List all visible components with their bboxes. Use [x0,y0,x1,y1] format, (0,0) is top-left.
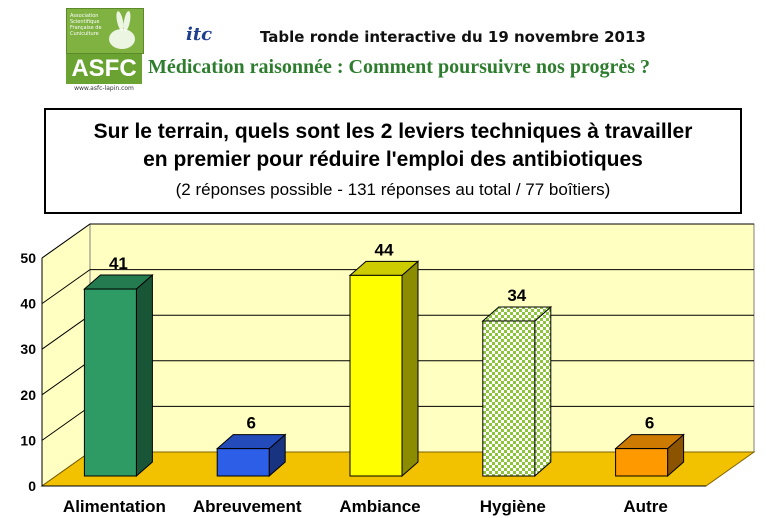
y-tick-label: 10 [20,432,36,448]
chart-title-box: Sur le terrain, quels sont les 2 leviers… [44,108,742,214]
bar-front [482,320,536,477]
rabbit-icon [109,11,135,49]
gridline-side [41,223,91,259]
gridline-side [41,269,91,305]
bar-front [216,448,270,477]
bar-side [534,305,552,478]
rabbit-logo-panel: Association Scientifique Française de Cu… [66,8,144,54]
y-tick-label: 50 [20,250,36,266]
bar-alimentation [83,273,154,478]
gridline-side [41,405,91,441]
bar-side [135,273,153,478]
bar-value-label: 41 [109,254,128,273]
y-tick-label: 20 [20,387,36,403]
bar-front [349,274,403,477]
y-tick-label: 40 [20,296,36,312]
bar-value-label: 6 [645,414,654,433]
bar-ambiance [348,260,420,478]
bar-autre [614,433,685,478]
x-category-label: Hygiène [480,497,546,516]
chart-title-line1: Sur le terrain, quels sont les 2 leviers… [93,120,693,143]
bar-abreuvement [215,433,287,478]
logo-url: www.asfc-lapin.com [74,85,134,92]
x-category-label: Autre [623,497,667,516]
gridline-side [41,360,91,396]
x-category-label: Alimentation [63,497,166,516]
y-tick-label: 0 [28,478,36,494]
gridline-side [41,314,91,350]
bar-value-label: 6 [246,414,255,433]
header-subtitle: Médication raisonnée : Comment poursuivr… [148,56,651,78]
itc-logo: itc [186,24,213,45]
chart-side-wall [41,223,91,487]
chart-subtitle: (2 réponses possible - 131 réponses au t… [175,180,611,199]
bar-front [615,448,669,477]
logo-small-text: Association Scientifique Française de Cu… [70,13,102,37]
x-category-label: Ambiance [339,497,420,516]
logo-name: ASFC [66,54,142,84]
header-event-title: Table ronde interactive du 19 novembre 2… [260,28,646,46]
chart-title-line2: en premier pour réduire l'emploi des ant… [143,148,643,171]
bar-front [83,288,137,477]
asfc-logo: Association Scientifique Française de Cu… [66,8,144,92]
bar-value-label: 44 [375,240,394,259]
bar-value-label: 34 [507,286,526,305]
bar-side [401,260,419,478]
bar-hygiène [481,305,553,478]
y-tick-label: 30 [20,341,36,357]
chart-back-wall [89,223,755,453]
x-category-label: Abreuvement [193,497,302,516]
